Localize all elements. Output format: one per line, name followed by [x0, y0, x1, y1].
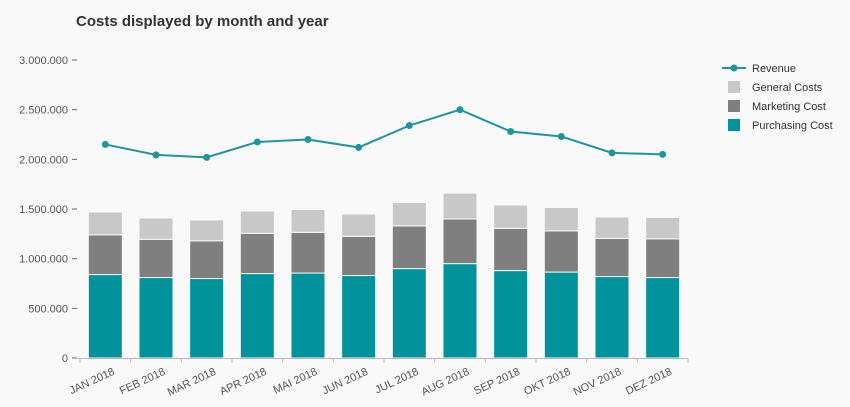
x-tick-label: JUL 2018 [373, 366, 420, 397]
x-tick-label: JUN 2018 [321, 366, 370, 398]
bar-general-costs [290, 208, 326, 233]
y-axis: 0 500.000 1.000.000 1.500.000 2.000.000 2.500… [19, 55, 77, 365]
bar-general-costs [391, 202, 427, 227]
bar-marketing-cost [87, 234, 123, 276]
x-tick-label: MAR 2018 [166, 366, 218, 399]
legend-marker [730, 64, 738, 72]
revenue-point [152, 151, 160, 159]
bars-layer [87, 192, 681, 359]
x-tick-label: FEB 2018 [118, 366, 167, 398]
x-tick-label: NOV 2018 [572, 366, 624, 399]
y-tick-label: 500.000 [28, 303, 68, 315]
y-tick-label: 1.000.000 [19, 254, 68, 266]
legend-item[interactable]: Revenue [722, 63, 796, 75]
revenue-point [608, 149, 616, 157]
bar-general-costs [239, 210, 275, 234]
bar-marketing-cost [341, 235, 377, 277]
bar-marketing-cost [493, 227, 529, 272]
revenue-point [253, 138, 261, 146]
legend-label: Marketing Cost [752, 101, 826, 113]
legend-item[interactable]: General Costs [728, 81, 823, 94]
legend-swatch [728, 81, 740, 93]
bar-marketing-cost [391, 225, 427, 270]
bar-marketing-cost [543, 230, 579, 273]
revenue-point [405, 122, 413, 130]
bar-purchasing-cost [290, 272, 326, 359]
bar-general-costs [87, 211, 123, 236]
x-tick-label: SEP 2018 [472, 366, 522, 398]
x-tick-label: AUG 2018 [420, 366, 472, 399]
bar-marketing-cost [594, 237, 630, 278]
bar-marketing-cost [645, 238, 681, 279]
revenue-point [557, 132, 565, 140]
revenue-line-layer [101, 106, 667, 161]
x-tick-label: DEZ 2018 [624, 366, 674, 398]
bar-general-costs [189, 219, 225, 242]
revenue-point [101, 140, 109, 148]
revenue-point [203, 153, 211, 161]
legend: Revenue General Costs Marketing Cost Purcha… [722, 63, 833, 132]
revenue-point [304, 135, 312, 143]
bar-marketing-cost [239, 232, 275, 275]
bar-purchasing-cost [87, 274, 123, 359]
bar-purchasing-cost [493, 270, 529, 359]
bar-purchasing-cost [594, 276, 630, 359]
x-tick-label: MAI 2018 [272, 366, 320, 397]
bar-marketing-cost [138, 238, 174, 279]
revenue-point [507, 128, 515, 136]
y-tick-label: 2.000.000 [19, 154, 68, 166]
bar-purchasing-cost [442, 263, 478, 359]
bar-purchasing-cost [189, 278, 225, 359]
bar-purchasing-cost [341, 275, 377, 359]
y-tick-label: 0 [62, 353, 68, 365]
bar-purchasing-cost [645, 277, 681, 359]
bar-purchasing-cost [391, 268, 427, 359]
bar-general-costs [543, 207, 579, 232]
chart-title: Costs displayed by month and year [76, 13, 329, 30]
legend-swatch [728, 100, 740, 112]
legend-label: General Costs [752, 82, 823, 94]
bar-general-costs [493, 204, 529, 229]
legend-item[interactable]: Marketing Cost [728, 100, 826, 113]
x-tick-label: APR 2018 [218, 366, 269, 398]
bar-purchasing-cost [239, 273, 275, 359]
legend-label: Revenue [752, 63, 796, 75]
y-tick-label: 2.500.000 [19, 105, 68, 117]
bar-general-costs [341, 213, 377, 237]
revenue-point [659, 150, 667, 158]
bar-general-costs [138, 217, 174, 240]
x-tick-label: OKT 2018 [522, 366, 572, 398]
legend-label: Purchasing Cost [752, 120, 833, 132]
revenue-point [456, 106, 464, 114]
y-tick-label: 3.000.000 [19, 55, 68, 67]
bar-general-costs [645, 216, 681, 240]
x-tick-label: JAN 2018 [68, 366, 117, 397]
revenue-line [105, 108, 663, 159]
bar-marketing-cost [442, 218, 478, 265]
bar-purchasing-cost [543, 271, 579, 359]
legend-swatch [728, 119, 740, 131]
legend-item[interactable]: Purchasing Cost [728, 119, 833, 132]
bar-purchasing-cost [138, 277, 174, 359]
bar-marketing-cost [290, 231, 326, 274]
bar-general-costs [442, 192, 478, 220]
revenue-point [355, 143, 363, 151]
y-tick-label: 1.500.000 [19, 204, 68, 216]
bar-marketing-cost [189, 240, 225, 280]
bar-general-costs [594, 216, 630, 239]
